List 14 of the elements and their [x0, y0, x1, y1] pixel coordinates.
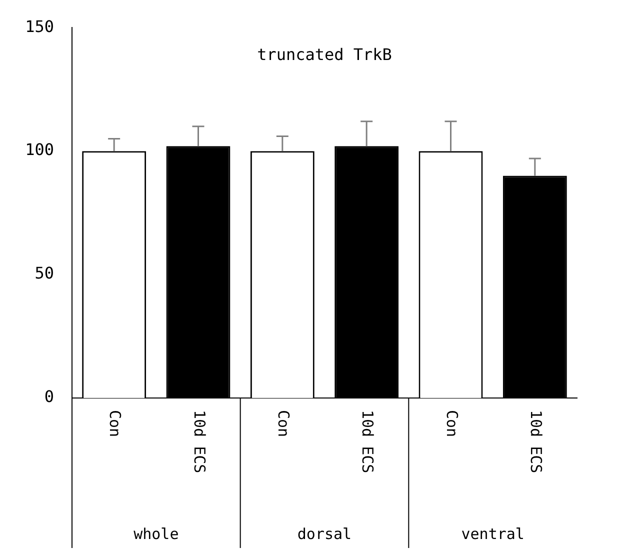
text: truncated TrkB — [257, 44, 392, 64]
y-tick-label: 0 — [44, 387, 54, 406]
x-tick-label: Con — [106, 410, 124, 438]
x-tick-label: 10d ECS — [358, 410, 377, 474]
text: ventral — [461, 524, 524, 543]
y-tick-label: 150 — [25, 16, 54, 36]
text: whole — [134, 524, 179, 543]
x-tick-label: 10d ECS — [527, 410, 546, 474]
y-tick-label: 100 — [25, 140, 54, 160]
text: dorsal — [297, 524, 352, 543]
x-tick-label: 10d ECS — [190, 410, 208, 474]
x-tick-label: Con — [442, 410, 461, 438]
x-tick-label: Con — [274, 410, 293, 438]
y-tick-label: 50 — [34, 264, 54, 283]
